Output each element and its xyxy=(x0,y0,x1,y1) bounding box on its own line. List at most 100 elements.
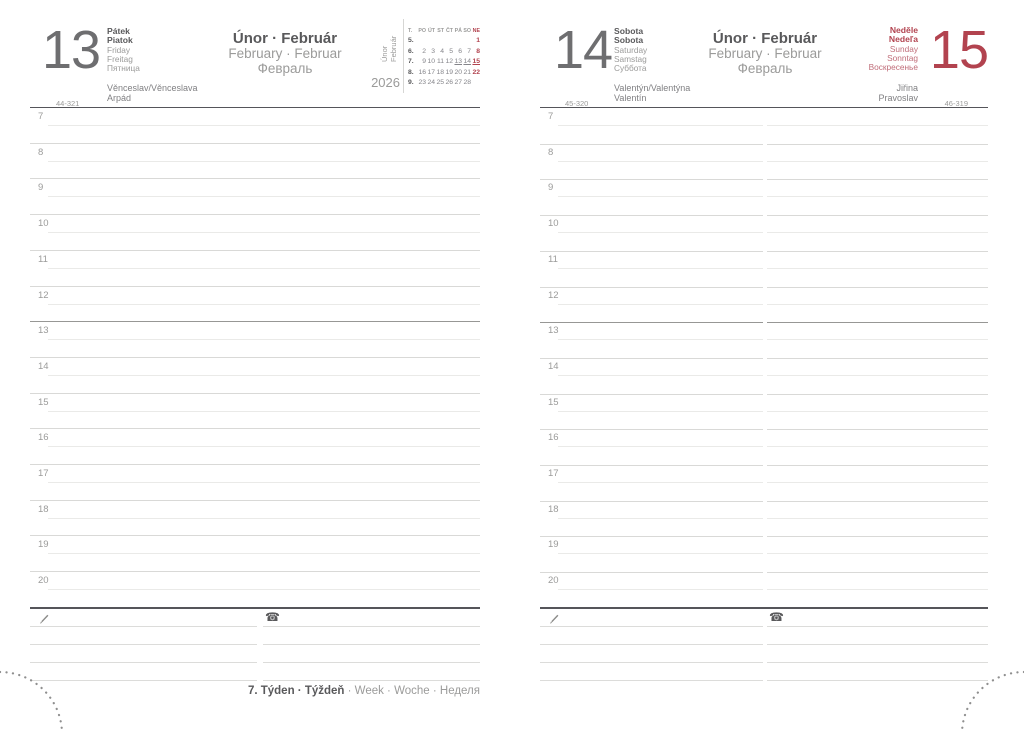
hour-row: 12 xyxy=(540,287,988,324)
half-hour-line xyxy=(767,446,988,448)
mini-calendar-date xyxy=(471,78,480,88)
mini-calendar-date: 9 xyxy=(422,58,426,66)
note-line xyxy=(540,645,763,663)
half-hour-line xyxy=(48,125,480,126)
half-hour-line xyxy=(767,232,988,234)
half-hour-line xyxy=(48,339,480,341)
half-hour-line xyxy=(767,410,988,412)
half-hour-line xyxy=(767,125,988,126)
half-hour-line xyxy=(48,232,480,234)
name-days-saturday: Valentýn/Valentýna Valentín xyxy=(614,83,691,103)
hour-row: 12 xyxy=(30,287,480,323)
half-hour-line xyxy=(767,482,988,484)
half-hour-line xyxy=(558,446,763,448)
hour-label: 17 xyxy=(38,468,49,480)
note-line xyxy=(767,663,988,681)
hour-label: 15 xyxy=(548,396,559,408)
notes-column-left xyxy=(30,609,257,681)
notes-column-right: ☎ xyxy=(263,609,480,681)
mini-calendar-day-header: ST xyxy=(437,28,444,34)
mini-calendar-header-row: T. PO ÚT ST ČT PÁ SO NE xyxy=(408,26,480,36)
name-days-sunday: Jiřina Pravoslav xyxy=(878,83,918,103)
mini-calendar-date: 25 xyxy=(436,78,444,86)
hour-label: 9 xyxy=(548,182,554,194)
half-hour-line xyxy=(558,232,763,234)
hour-cell-sunday xyxy=(767,536,988,574)
day-name-cs: Pátek xyxy=(107,26,130,36)
rotated-month-label: Únor Február xyxy=(380,35,398,62)
hour-row: 8 xyxy=(30,144,480,180)
hour-row: 10 xyxy=(540,215,988,252)
week-footer-light: · Week · Woche · Неделя xyxy=(344,685,480,697)
hour-label: 18 xyxy=(38,503,49,515)
half-hour-line xyxy=(767,303,988,305)
mini-calendar-date: 22 xyxy=(472,68,480,76)
hour-row: 17 xyxy=(30,465,480,501)
mini-calendar-date: 20 xyxy=(454,68,462,76)
hour-label: 11 xyxy=(38,253,48,265)
half-hour-line xyxy=(767,517,988,519)
hour-row: 14 xyxy=(30,358,480,394)
half-hour-line xyxy=(767,339,988,341)
mini-calendar-date: 19 xyxy=(445,68,453,76)
month-ru: Февраль xyxy=(257,61,313,76)
mini-calendar-date: 13 xyxy=(454,58,462,66)
week-footer: 7. Týden · Týždeň · Week · Woche · Недел… xyxy=(248,685,480,697)
hour-cell-sunday xyxy=(767,358,988,395)
day-of-year-saturday: 45-320 xyxy=(565,99,589,108)
note-line xyxy=(30,663,257,681)
half-hour-line xyxy=(767,374,988,376)
half-hour-line xyxy=(558,410,763,412)
hour-label: 15 xyxy=(38,396,49,408)
mini-calendar-date: 24 xyxy=(427,78,435,86)
mini-calendar-date xyxy=(453,36,462,46)
hour-cell-sunday xyxy=(767,179,988,217)
hour-cell-saturday xyxy=(540,179,763,217)
mini-calendar-date: 21 xyxy=(463,68,471,76)
hour-label: 12 xyxy=(548,289,559,301)
hour-label: 7 xyxy=(38,111,44,122)
month-en-de: February · Februar xyxy=(228,46,342,61)
mini-calendar-date xyxy=(462,36,471,46)
hour-label: 14 xyxy=(38,360,49,372)
mini-calendar-date: 3 xyxy=(431,47,435,55)
day-names-saturday: Sobota Sobota Saturday Samstag Суббота xyxy=(614,26,648,74)
hour-cell-sunday xyxy=(767,251,988,288)
mini-calendar-date: 27 xyxy=(454,78,462,86)
note-line xyxy=(263,645,480,663)
month-header: Únor · Február February · Februar Феврал… xyxy=(708,30,822,76)
mini-calendar-week-row: 7. 9 10 11 12 13 14 15 xyxy=(408,57,480,67)
hour-label: 20 xyxy=(548,575,559,587)
pencil-icon xyxy=(38,612,51,630)
mini-calendar-week-row: 8. 16 17 18 19 20 21 22 xyxy=(408,68,480,78)
hour-row: 7 xyxy=(30,108,480,144)
mini-calendar-week-row: 5. 1 xyxy=(408,36,480,46)
mini-calendar-date xyxy=(435,36,444,46)
half-hour-line xyxy=(48,196,480,198)
hour-label: 16 xyxy=(38,432,49,444)
mini-calendar-date: 16 xyxy=(418,68,426,76)
hour-label: 18 xyxy=(548,503,559,515)
day-name-ru: Пятница xyxy=(107,63,140,74)
hour-label: 13 xyxy=(548,325,559,337)
half-hour-line xyxy=(767,267,988,269)
hour-cell-saturday xyxy=(540,572,763,609)
corner-perforation-right xyxy=(960,670,1024,734)
phone-icon: ☎ xyxy=(265,609,280,624)
hour-cell-saturday xyxy=(540,108,763,145)
day-name-en: Friday xyxy=(107,44,131,55)
corner-perforation-left xyxy=(0,670,64,734)
half-hour-line xyxy=(558,125,763,126)
mini-calendar-date: 10 xyxy=(427,58,435,66)
hour-row: 20 xyxy=(30,572,480,608)
half-hour-line xyxy=(48,267,480,269)
mini-calendar-date: 7 xyxy=(467,47,471,55)
mini-calendar-day-header: PÁ xyxy=(454,28,462,34)
mini-calendar-day-header: SO xyxy=(463,28,471,34)
half-hour-line xyxy=(558,374,763,376)
mini-calendar-day-header: PO xyxy=(418,28,426,34)
hour-row: 15 xyxy=(540,394,988,431)
note-line: ☎ xyxy=(263,609,480,627)
note-line xyxy=(767,627,988,645)
mini-calendar-week-row: 9. 23 24 25 26 27 28 xyxy=(408,78,480,88)
